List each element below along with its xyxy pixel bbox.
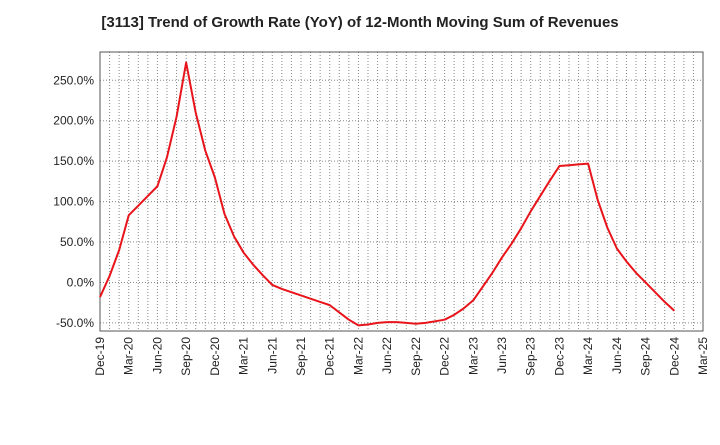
x-tick-label: Sep-22 <box>409 337 423 376</box>
x-tick-label: Jun-23 <box>495 337 509 374</box>
x-axis-ticks: Dec-19 Mar-20 Jun-20 Sep-20 Dec-20 Mar-21 Jun-… <box>93 337 710 376</box>
x-tick-label: Mar-25 <box>696 337 710 375</box>
x-tick-label: Sep-20 <box>179 337 193 376</box>
x-tick-label: Sep-23 <box>524 337 538 376</box>
y-tick-label: 0.0% <box>67 275 95 289</box>
y-tick-label: 200.0% <box>53 114 94 128</box>
x-tick-label: Sep-24 <box>639 337 653 376</box>
x-tick-label: Sep-21 <box>294 337 308 376</box>
x-tick-label: Mar-24 <box>581 337 595 375</box>
x-tick-label: Jun-22 <box>380 337 394 374</box>
x-tick-label: Dec-20 <box>208 337 222 376</box>
y-tick-label: -50.0% <box>56 316 94 330</box>
y-tick-label: 100.0% <box>53 195 94 209</box>
y-tick-label: 250.0% <box>53 73 94 87</box>
x-tick-label: Dec-19 <box>93 337 107 376</box>
y-axis-ticks: -50.0% 0.0% 50.0% 100.0% 150.0% 200.0% 250.0% <box>53 73 94 330</box>
x-tick-label: Dec-21 <box>323 337 337 376</box>
x-tick-label: Mar-23 <box>466 337 480 375</box>
x-tick-label: Dec-22 <box>438 337 452 376</box>
x-tick-label: Mar-22 <box>351 337 365 375</box>
x-tick-label: Dec-23 <box>552 337 566 376</box>
x-tick-label: Jun-20 <box>150 337 164 374</box>
y-tick-label: 150.0% <box>53 154 94 168</box>
x-tick-label: Mar-20 <box>122 337 136 375</box>
chart-title: [3113] Trend of Growth Rate (YoY) of 12-… <box>0 14 720 31</box>
x-tick-label: Jun-21 <box>265 337 279 374</box>
x-tick-label: Mar-21 <box>237 337 251 375</box>
x-tick-label: Jun-24 <box>610 337 624 374</box>
x-tick-label: Dec-24 <box>667 337 681 376</box>
plot-area <box>100 52 703 331</box>
y-tick-label: 50.0% <box>60 235 94 249</box>
